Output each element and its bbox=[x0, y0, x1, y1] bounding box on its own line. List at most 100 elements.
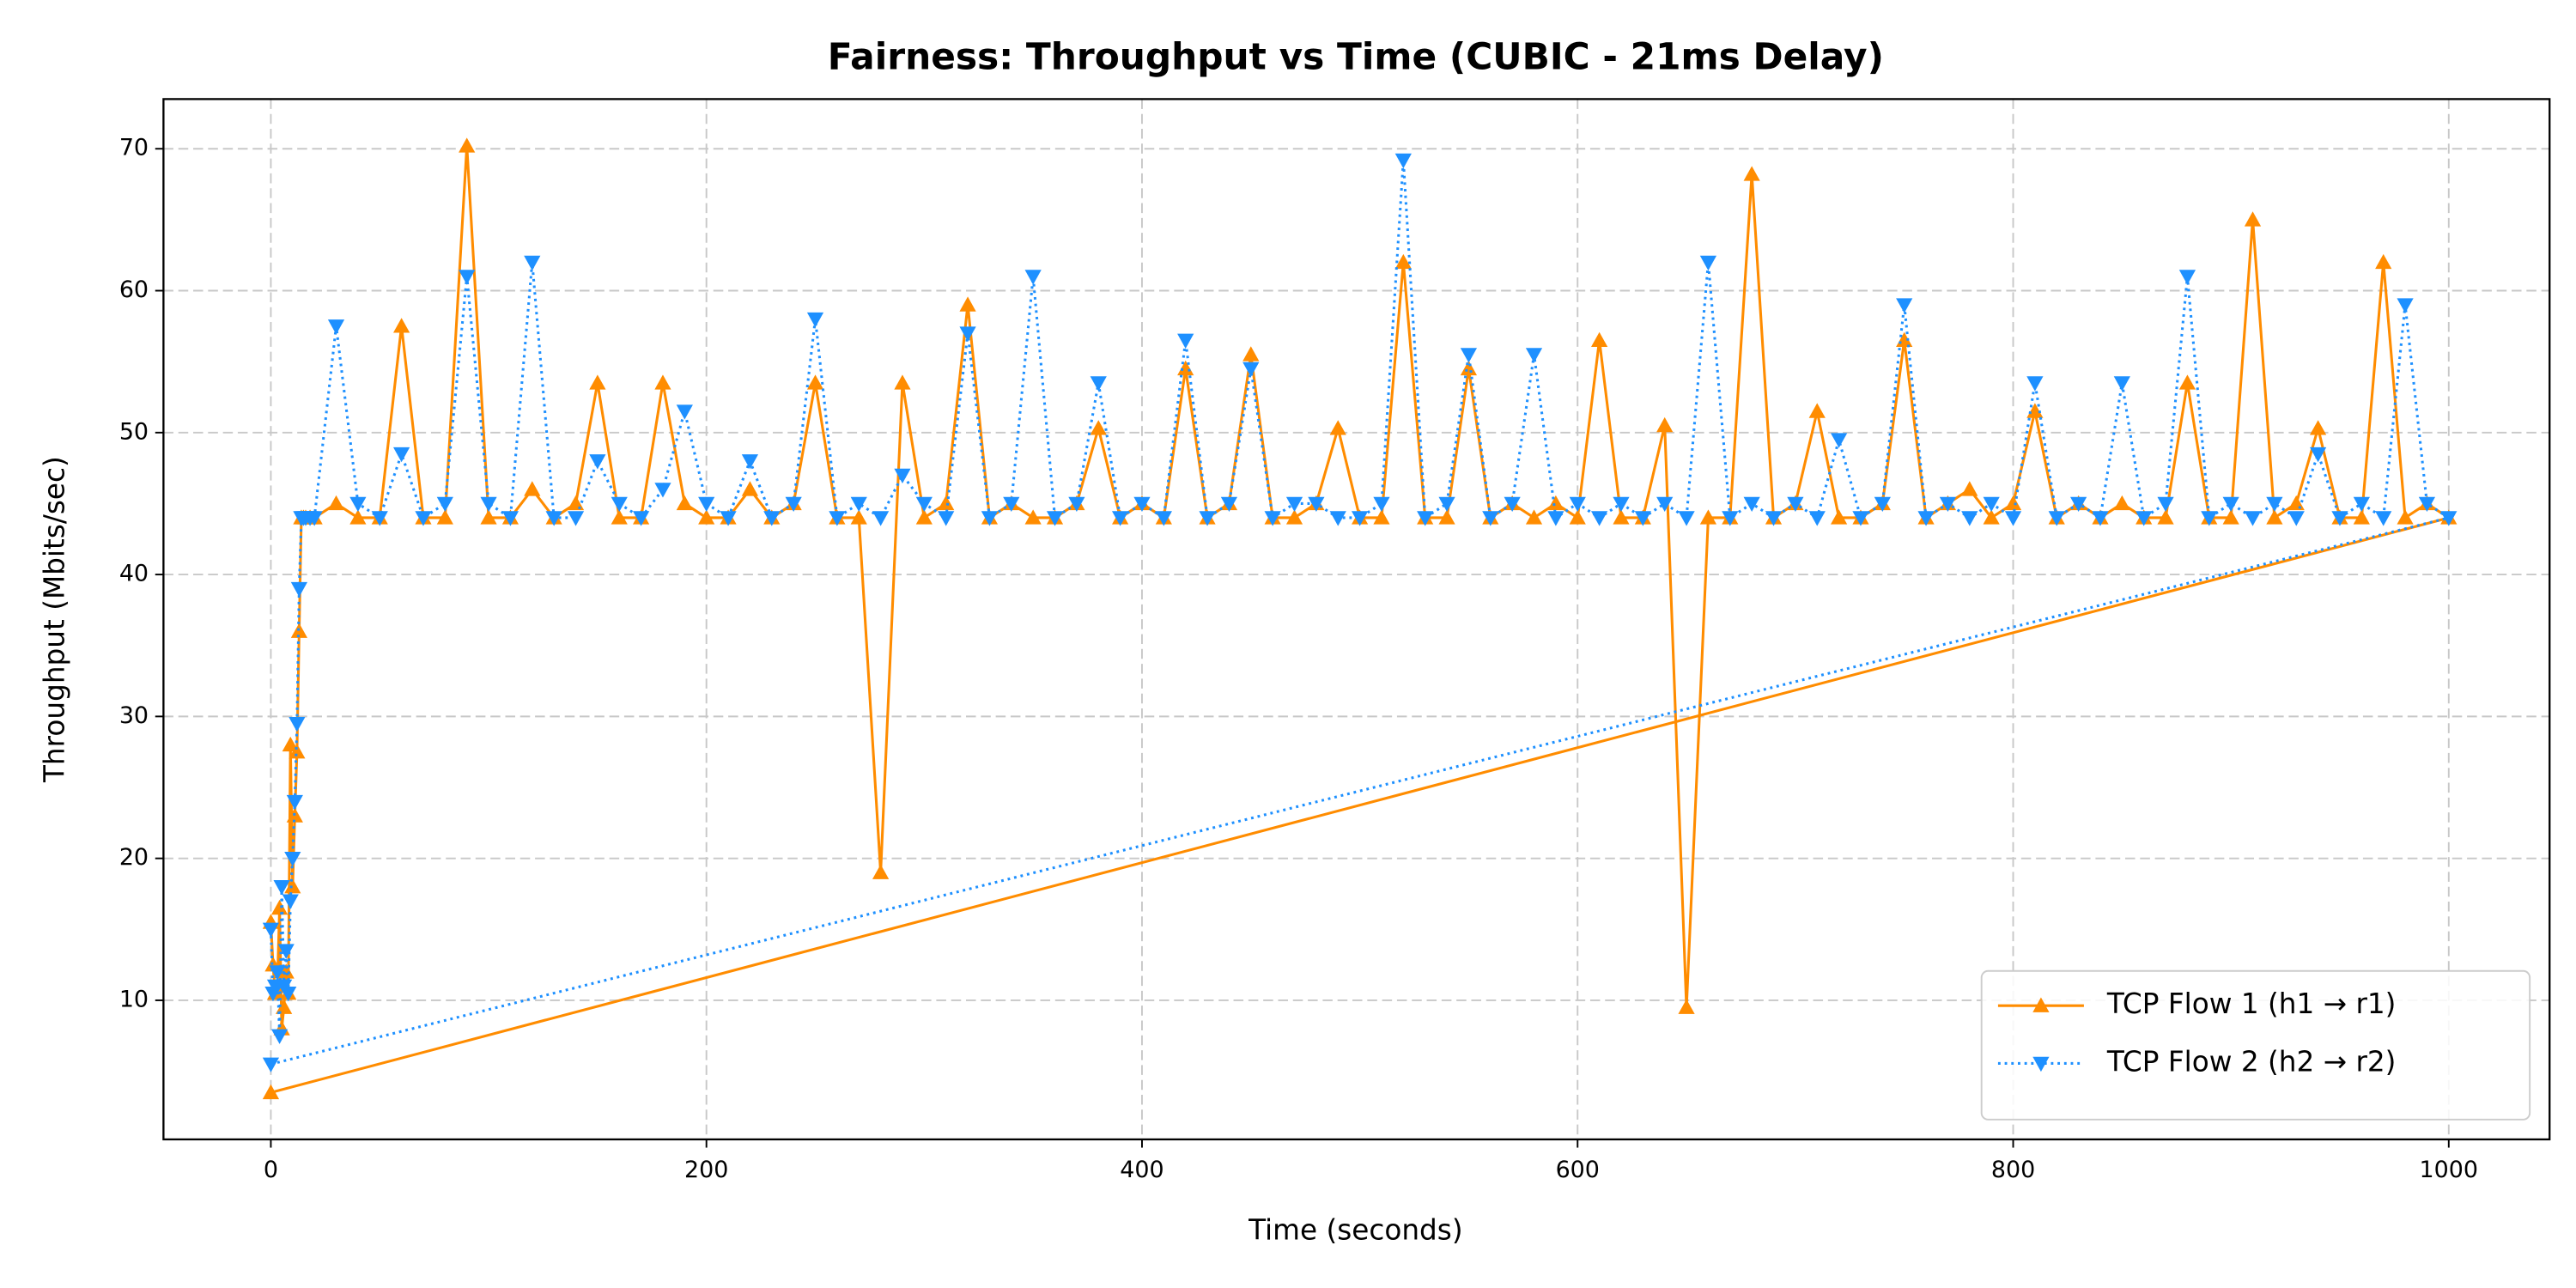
data-point bbox=[1983, 509, 2000, 525]
data-point bbox=[676, 404, 693, 420]
data-point bbox=[2026, 403, 2044, 418]
data-point bbox=[1525, 348, 1543, 363]
data-point bbox=[1438, 496, 1455, 513]
data-point bbox=[1961, 511, 1978, 526]
data-point bbox=[1678, 999, 1695, 1014]
data-point bbox=[1569, 509, 1586, 525]
plot-frame bbox=[162, 98, 2551, 1141]
legend-label: TCP Flow 2 (h2 → r2) bbox=[2106, 1045, 2397, 1078]
y-tick-label: 70 bbox=[119, 135, 149, 161]
data-point bbox=[290, 581, 308, 598]
data-point bbox=[2244, 211, 2262, 227]
data-point bbox=[1199, 511, 1216, 526]
data-point bbox=[2309, 420, 2327, 435]
data-point bbox=[1068, 496, 1085, 513]
data-point bbox=[1613, 509, 1630, 525]
data-point bbox=[1590, 331, 1608, 348]
data-point bbox=[806, 374, 824, 390]
data-point bbox=[654, 374, 671, 390]
data-point bbox=[1417, 511, 1434, 526]
data-point bbox=[1547, 495, 1564, 511]
y-tick-label: 20 bbox=[119, 844, 149, 871]
data-point bbox=[1133, 496, 1151, 513]
data-point bbox=[277, 963, 295, 979]
data-point bbox=[1830, 509, 1848, 525]
data-point bbox=[829, 511, 846, 526]
data-point bbox=[654, 483, 671, 498]
data-point bbox=[698, 509, 715, 525]
data-point bbox=[273, 880, 290, 896]
data-point bbox=[1090, 420, 1107, 435]
legend-marker bbox=[2032, 1056, 2050, 1072]
data-point bbox=[1024, 509, 1042, 525]
x-tick-label: 1000 bbox=[2420, 1157, 2478, 1183]
data-point bbox=[327, 319, 345, 335]
data-point bbox=[1285, 496, 1303, 513]
data-point bbox=[269, 965, 286, 981]
data-point bbox=[1569, 496, 1586, 513]
data-point bbox=[392, 447, 410, 463]
data-point bbox=[1024, 270, 1042, 285]
data-point bbox=[741, 454, 759, 470]
data-point bbox=[2113, 376, 2130, 392]
data-point bbox=[2397, 298, 2414, 313]
data-point bbox=[262, 922, 280, 938]
data-point bbox=[872, 864, 890, 879]
data-point bbox=[1482, 511, 1499, 526]
data-point bbox=[938, 511, 955, 526]
data-point bbox=[1613, 496, 1630, 513]
data-point bbox=[1699, 255, 1717, 271]
data-point bbox=[589, 374, 606, 390]
legend-marker bbox=[2032, 997, 2050, 1012]
data-point bbox=[1939, 496, 1957, 513]
data-point bbox=[1852, 511, 1869, 526]
y-tick-label: 60 bbox=[119, 276, 149, 303]
data-point bbox=[1678, 511, 1695, 526]
data-point bbox=[459, 137, 476, 153]
data-point bbox=[2353, 509, 2370, 525]
data-point bbox=[436, 496, 453, 513]
data-point bbox=[2440, 511, 2458, 526]
data-point bbox=[1787, 496, 1804, 513]
data-point bbox=[632, 511, 650, 526]
data-point bbox=[589, 454, 606, 470]
data-point bbox=[2026, 376, 2044, 392]
data-point bbox=[1329, 420, 1346, 435]
data-point bbox=[545, 511, 562, 526]
data-point bbox=[915, 496, 933, 513]
data-point bbox=[1285, 509, 1303, 525]
y-tick-label: 30 bbox=[119, 702, 149, 729]
data-point bbox=[959, 326, 976, 342]
x-tick-label: 200 bbox=[684, 1157, 728, 1183]
data-point bbox=[1504, 496, 1521, 513]
data-point bbox=[894, 374, 911, 390]
legend-label: TCP Flow 1 (h1 → r1) bbox=[2106, 987, 2397, 1020]
data-point bbox=[1590, 511, 1608, 526]
data-point bbox=[1808, 511, 1826, 526]
data-point bbox=[2397, 509, 2414, 525]
data-point bbox=[1808, 403, 1826, 418]
data-point bbox=[2418, 496, 2436, 513]
data-point bbox=[2331, 511, 2348, 526]
data-point bbox=[1896, 298, 1913, 313]
data-point bbox=[1765, 511, 1783, 526]
data-point bbox=[1264, 511, 1281, 526]
data-point bbox=[1438, 509, 1455, 525]
data-point bbox=[1046, 511, 1064, 526]
data-point bbox=[2201, 511, 2218, 526]
data-point bbox=[1917, 511, 1935, 526]
data-point bbox=[280, 986, 297, 1002]
data-point bbox=[2113, 495, 2130, 511]
data-point bbox=[276, 999, 293, 1014]
data-point bbox=[2287, 511, 2305, 526]
data-point bbox=[1743, 166, 1760, 181]
data-point bbox=[349, 509, 367, 525]
data-point bbox=[785, 496, 802, 513]
data-point bbox=[872, 511, 890, 526]
data-point bbox=[2266, 496, 2283, 513]
legend: TCP Flow 1 (h1 → r1) TCP Flow 2 (h2 → r2) bbox=[1980, 969, 2531, 1121]
data-point bbox=[1373, 509, 1390, 525]
data-point bbox=[938, 495, 955, 511]
